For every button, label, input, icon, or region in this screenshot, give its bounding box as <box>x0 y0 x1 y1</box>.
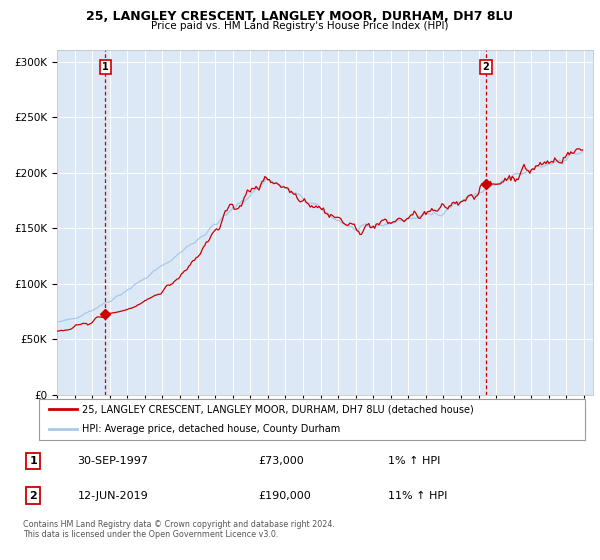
Text: £73,000: £73,000 <box>258 456 304 466</box>
Text: 2: 2 <box>482 62 490 72</box>
Text: 1: 1 <box>102 62 109 72</box>
Text: 11% ↑ HPI: 11% ↑ HPI <box>388 491 447 501</box>
Text: Contains HM Land Registry data © Crown copyright and database right 2024.
This d: Contains HM Land Registry data © Crown c… <box>23 520 335 539</box>
Text: 2: 2 <box>29 491 37 501</box>
Text: 30-SEP-1997: 30-SEP-1997 <box>77 456 148 466</box>
Text: HPI: Average price, detached house, County Durham: HPI: Average price, detached house, Coun… <box>82 424 340 434</box>
Text: 1% ↑ HPI: 1% ↑ HPI <box>388 456 440 466</box>
Text: 12-JUN-2019: 12-JUN-2019 <box>77 491 148 501</box>
Text: £190,000: £190,000 <box>258 491 311 501</box>
Text: 1: 1 <box>29 456 37 466</box>
Text: 25, LANGLEY CRESCENT, LANGLEY MOOR, DURHAM, DH7 8LU (detached house): 25, LANGLEY CRESCENT, LANGLEY MOOR, DURH… <box>82 404 473 414</box>
Text: 25, LANGLEY CRESCENT, LANGLEY MOOR, DURHAM, DH7 8LU: 25, LANGLEY CRESCENT, LANGLEY MOOR, DURH… <box>86 10 514 23</box>
Text: Price paid vs. HM Land Registry's House Price Index (HPI): Price paid vs. HM Land Registry's House … <box>151 21 449 31</box>
